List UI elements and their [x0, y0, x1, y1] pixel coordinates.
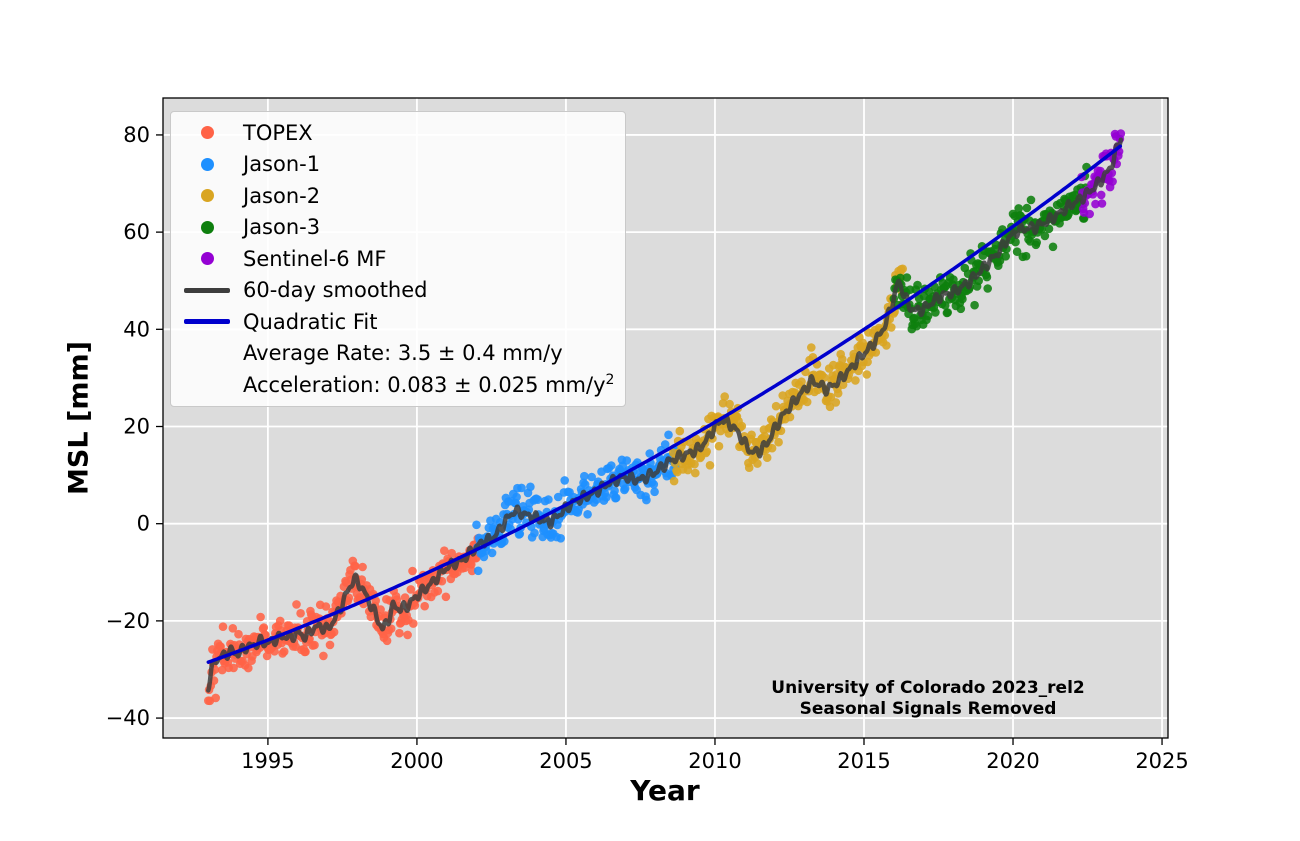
- svg-text:2010: 2010: [688, 749, 741, 773]
- legend-stat-line-1: Average Rate: 3.5 ± 0.4 mm/y: [171, 338, 625, 370]
- annotation-line-2: Seasonal Signals Removed: [799, 699, 1057, 719]
- legend-label: Sentinel-6 MF: [243, 246, 387, 271]
- svg-text:20: 20: [123, 415, 150, 439]
- legend-stat-line-2: Acceleration: 0.083 ± 0.025 mm/y2: [171, 369, 625, 401]
- legend-entry-jason-3: Jason-3: [171, 212, 625, 244]
- legend-label: Jason-2: [243, 183, 321, 208]
- svg-text:2000: 2000: [390, 749, 443, 773]
- legend-label: TOPEX: [243, 120, 313, 145]
- svg-text:60: 60: [123, 220, 150, 244]
- svg-text:−20: −20: [106, 609, 150, 633]
- legend-label: Acceleration: 0.083 ± 0.025 mm/y2: [243, 372, 615, 398]
- legend-entry-sentinel-6-mf: Sentinel-6 MF: [171, 243, 625, 275]
- svg-text:2025: 2025: [1135, 749, 1188, 773]
- legend-dot-icon: [171, 252, 243, 266]
- legend-label: Jason-3: [243, 215, 321, 240]
- source-annotation: University of Colorado 2023_rel2 Seasona…: [758, 678, 1098, 720]
- svg-text:80: 80: [123, 123, 150, 147]
- legend-dot-icon: [171, 126, 243, 140]
- x-axis-label: Year: [630, 774, 700, 807]
- legend-entry-quadratic-fit: Quadratic Fit: [171, 306, 625, 338]
- legend-entry-jason-1: Jason-1: [171, 149, 625, 181]
- legend-entry-smoothed: 60-day smoothed: [171, 275, 625, 307]
- svg-text:0: 0: [137, 512, 150, 536]
- legend-line-icon: [171, 319, 243, 325]
- legend-label: Quadratic Fit: [243, 309, 378, 334]
- svg-text:2015: 2015: [837, 749, 890, 773]
- svg-text:2020: 2020: [986, 749, 1039, 773]
- svg-text:40: 40: [123, 317, 150, 341]
- svg-text:1995: 1995: [241, 749, 294, 773]
- legend-dot-icon: [171, 157, 243, 171]
- legend-label: Average Rate: 3.5 ± 0.4 mm/y: [243, 341, 563, 366]
- annotation-line-1: University of Colorado 2023_rel2: [771, 678, 1085, 698]
- legend-dot-icon: [171, 189, 243, 203]
- legend-dot-icon: [171, 220, 243, 234]
- y-axis-label: MSL [mm]: [63, 341, 95, 495]
- legend: TOPEX Jason-1 Jason-2 Jason-3 Sentinel-6 MF 6…: [170, 111, 626, 407]
- legend-entry-topex: TOPEX: [171, 117, 625, 149]
- legend-label: Jason-1: [243, 152, 321, 177]
- legend-entry-jason-2: Jason-2: [171, 180, 625, 212]
- legend-line-icon: [171, 287, 243, 293]
- svg-text:−40: −40: [106, 706, 150, 730]
- svg-text:2005: 2005: [539, 749, 592, 773]
- legend-label: 60-day smoothed: [243, 278, 428, 303]
